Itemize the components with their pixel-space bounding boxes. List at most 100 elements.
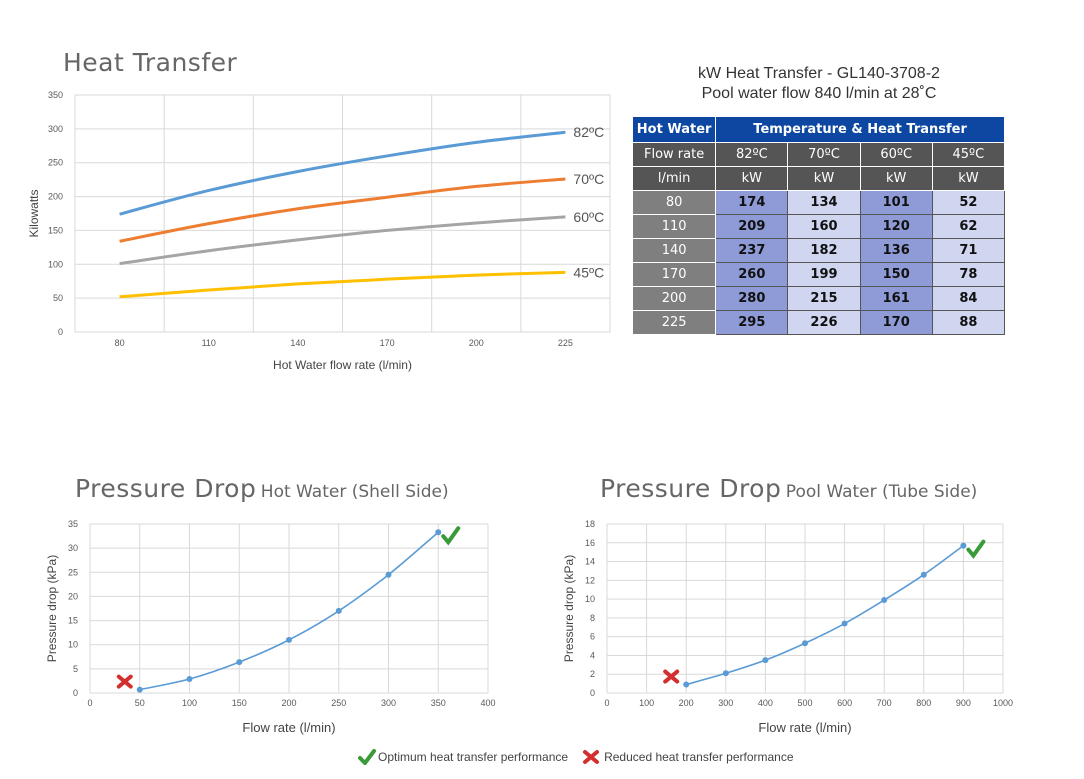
- x-tick-label: 80: [115, 338, 125, 348]
- series-line: [119, 177, 566, 243]
- value-cell: 170: [859, 310, 933, 335]
- y-tick-label: 35: [68, 519, 78, 529]
- x-tick-label: 300: [381, 698, 396, 708]
- x-tick-label: 150: [232, 698, 247, 708]
- value-cell: 260: [715, 262, 789, 287]
- table-header-row-1: Hot Water Temperature & Heat Transfer: [631, 116, 1005, 143]
- y-tick-label: 10: [68, 640, 78, 650]
- x-tick-label: 140: [290, 338, 305, 348]
- value-cell: 295: [715, 310, 789, 335]
- y-tick-label: 16: [585, 538, 595, 548]
- x-tick-label: 0: [604, 698, 609, 708]
- y-tick-label: 18: [585, 519, 595, 529]
- legend-reduced-label: Reduced heat transfer performance: [604, 750, 794, 764]
- heat-transfer-chart: 0 50 100 150 200 250 300 350 80 110 140 170 200 225 Ho…: [27, 90, 611, 372]
- value-cell: 134: [787, 190, 861, 215]
- y-tick-label: 350: [48, 90, 63, 100]
- value-cell: 160: [787, 214, 861, 239]
- cross-icon: [663, 669, 680, 684]
- table-row: 140 237 182 136 71: [631, 238, 1006, 263]
- pd-pool-title: Pressure Drop Pool Water (Tube Side): [600, 474, 977, 503]
- value-cell: 237: [715, 238, 789, 263]
- header-temp-60: 60ºC: [859, 142, 933, 167]
- x-tick-label: 50: [135, 698, 145, 708]
- series-line: [119, 270, 566, 299]
- x-tick-label: 800: [916, 698, 931, 708]
- data-point: [960, 542, 967, 549]
- flow-cell: 200: [631, 286, 717, 311]
- table-row: 80 174 134 101 52: [631, 190, 1006, 215]
- x-tick-label: 1000: [993, 698, 1013, 708]
- y-axis-title: Pressure drop (kPa): [45, 555, 59, 662]
- data-point: [841, 620, 848, 627]
- y-tick-label: 50: [53, 293, 63, 303]
- cross-icon: [583, 750, 600, 764]
- y-tick-label: 30: [68, 543, 78, 553]
- y-tick-label: 10: [585, 594, 595, 604]
- series-label: 60ºC: [573, 209, 604, 225]
- heat-transfer-table: Hot Water Temperature & Heat Transfer Fl…: [631, 116, 1006, 335]
- value-cell: 174: [715, 190, 789, 215]
- data-point: [286, 636, 292, 643]
- y-tick-label: 25: [68, 567, 78, 577]
- legend-optimum-label: Optimum heat transfer performance: [378, 750, 569, 764]
- table-title-line2: Pool water flow 840 l/min at 28˚C: [701, 85, 937, 102]
- header-lmin: l/min: [631, 166, 717, 191]
- pd-hot-title: Pressure Drop Hot Water (Shell Side): [75, 474, 449, 503]
- y-axis-title: Pressure drop (kPa): [562, 555, 576, 662]
- x-tick-label: 250: [331, 698, 346, 708]
- table-header-row-3: l/min kW kW kW kW: [631, 166, 1006, 191]
- x-tick-label: 350: [431, 698, 446, 708]
- x-axis-title: Flow rate (l/min): [242, 720, 335, 735]
- table-title-line1: kW Heat Transfer - GL140-3708-2: [698, 65, 940, 82]
- legend-reduced: Reduced heat transfer performance: [582, 749, 794, 765]
- x-tick-label: 900: [956, 698, 971, 708]
- x-axis-title: Flow rate (l/min): [758, 720, 851, 735]
- x-tick-label: 400: [480, 698, 495, 708]
- value-cell: 226: [787, 310, 861, 335]
- header-temp-45: 45ºC: [931, 142, 1006, 167]
- value-cell: 150: [859, 262, 933, 287]
- check-icon: [441, 526, 461, 546]
- y-tick-label: 100: [48, 259, 63, 269]
- y-tick-label: 300: [48, 124, 63, 134]
- value-cell: 280: [715, 286, 789, 311]
- data-point: [722, 670, 729, 677]
- value-cell: 161: [859, 286, 933, 311]
- value-cell: 101: [859, 190, 933, 215]
- x-tick-label: 200: [679, 698, 694, 708]
- y-tick-label: 6: [590, 632, 595, 642]
- x-tick-label: 400: [758, 698, 773, 708]
- y-tick-label: 8: [590, 613, 595, 623]
- header-unit-70: kW: [787, 166, 861, 191]
- series-label: 70ºC: [573, 171, 604, 187]
- y-tick-label: 150: [48, 225, 63, 235]
- table-row: 200 280 215 161 84: [631, 286, 1006, 311]
- flow-cell: 80: [631, 190, 717, 215]
- x-tick-label: 600: [837, 698, 852, 708]
- x-tick-label: 700: [877, 698, 892, 708]
- header-unit-45: kW: [931, 166, 1006, 191]
- data-point: [186, 675, 193, 682]
- series-line: [119, 130, 566, 216]
- pd-hot-title-main: Pressure Drop: [75, 474, 257, 503]
- y-tick-label: 15: [68, 616, 78, 626]
- y-tick-label: 200: [48, 192, 63, 202]
- trend-line: [685, 544, 964, 686]
- x-tick-label: 200: [469, 338, 484, 348]
- value-cell: 71: [931, 238, 1006, 263]
- flow-cell: 225: [631, 310, 717, 335]
- value-cell: 136: [859, 238, 933, 263]
- data-point: [683, 681, 690, 688]
- x-tick-label: 200: [281, 698, 296, 708]
- legend-optimum: Optimum heat transfer performance: [358, 749, 568, 765]
- value-cell: 78: [931, 262, 1006, 287]
- x-axis-title: Hot Water flow rate (l/min): [273, 358, 412, 372]
- table-row: 225 295 226 170 88: [631, 310, 1006, 335]
- y-tick-label: 14: [585, 557, 595, 567]
- pd-pool-title-sub: Pool Water (Tube Side): [785, 482, 978, 502]
- series-label: 82ºC: [573, 124, 604, 140]
- pd-pool-title-main: Pressure Drop: [600, 474, 782, 503]
- y-axis-title: Kilowatts: [27, 189, 41, 237]
- heat-transfer-title: Heat Transfer: [63, 48, 238, 77]
